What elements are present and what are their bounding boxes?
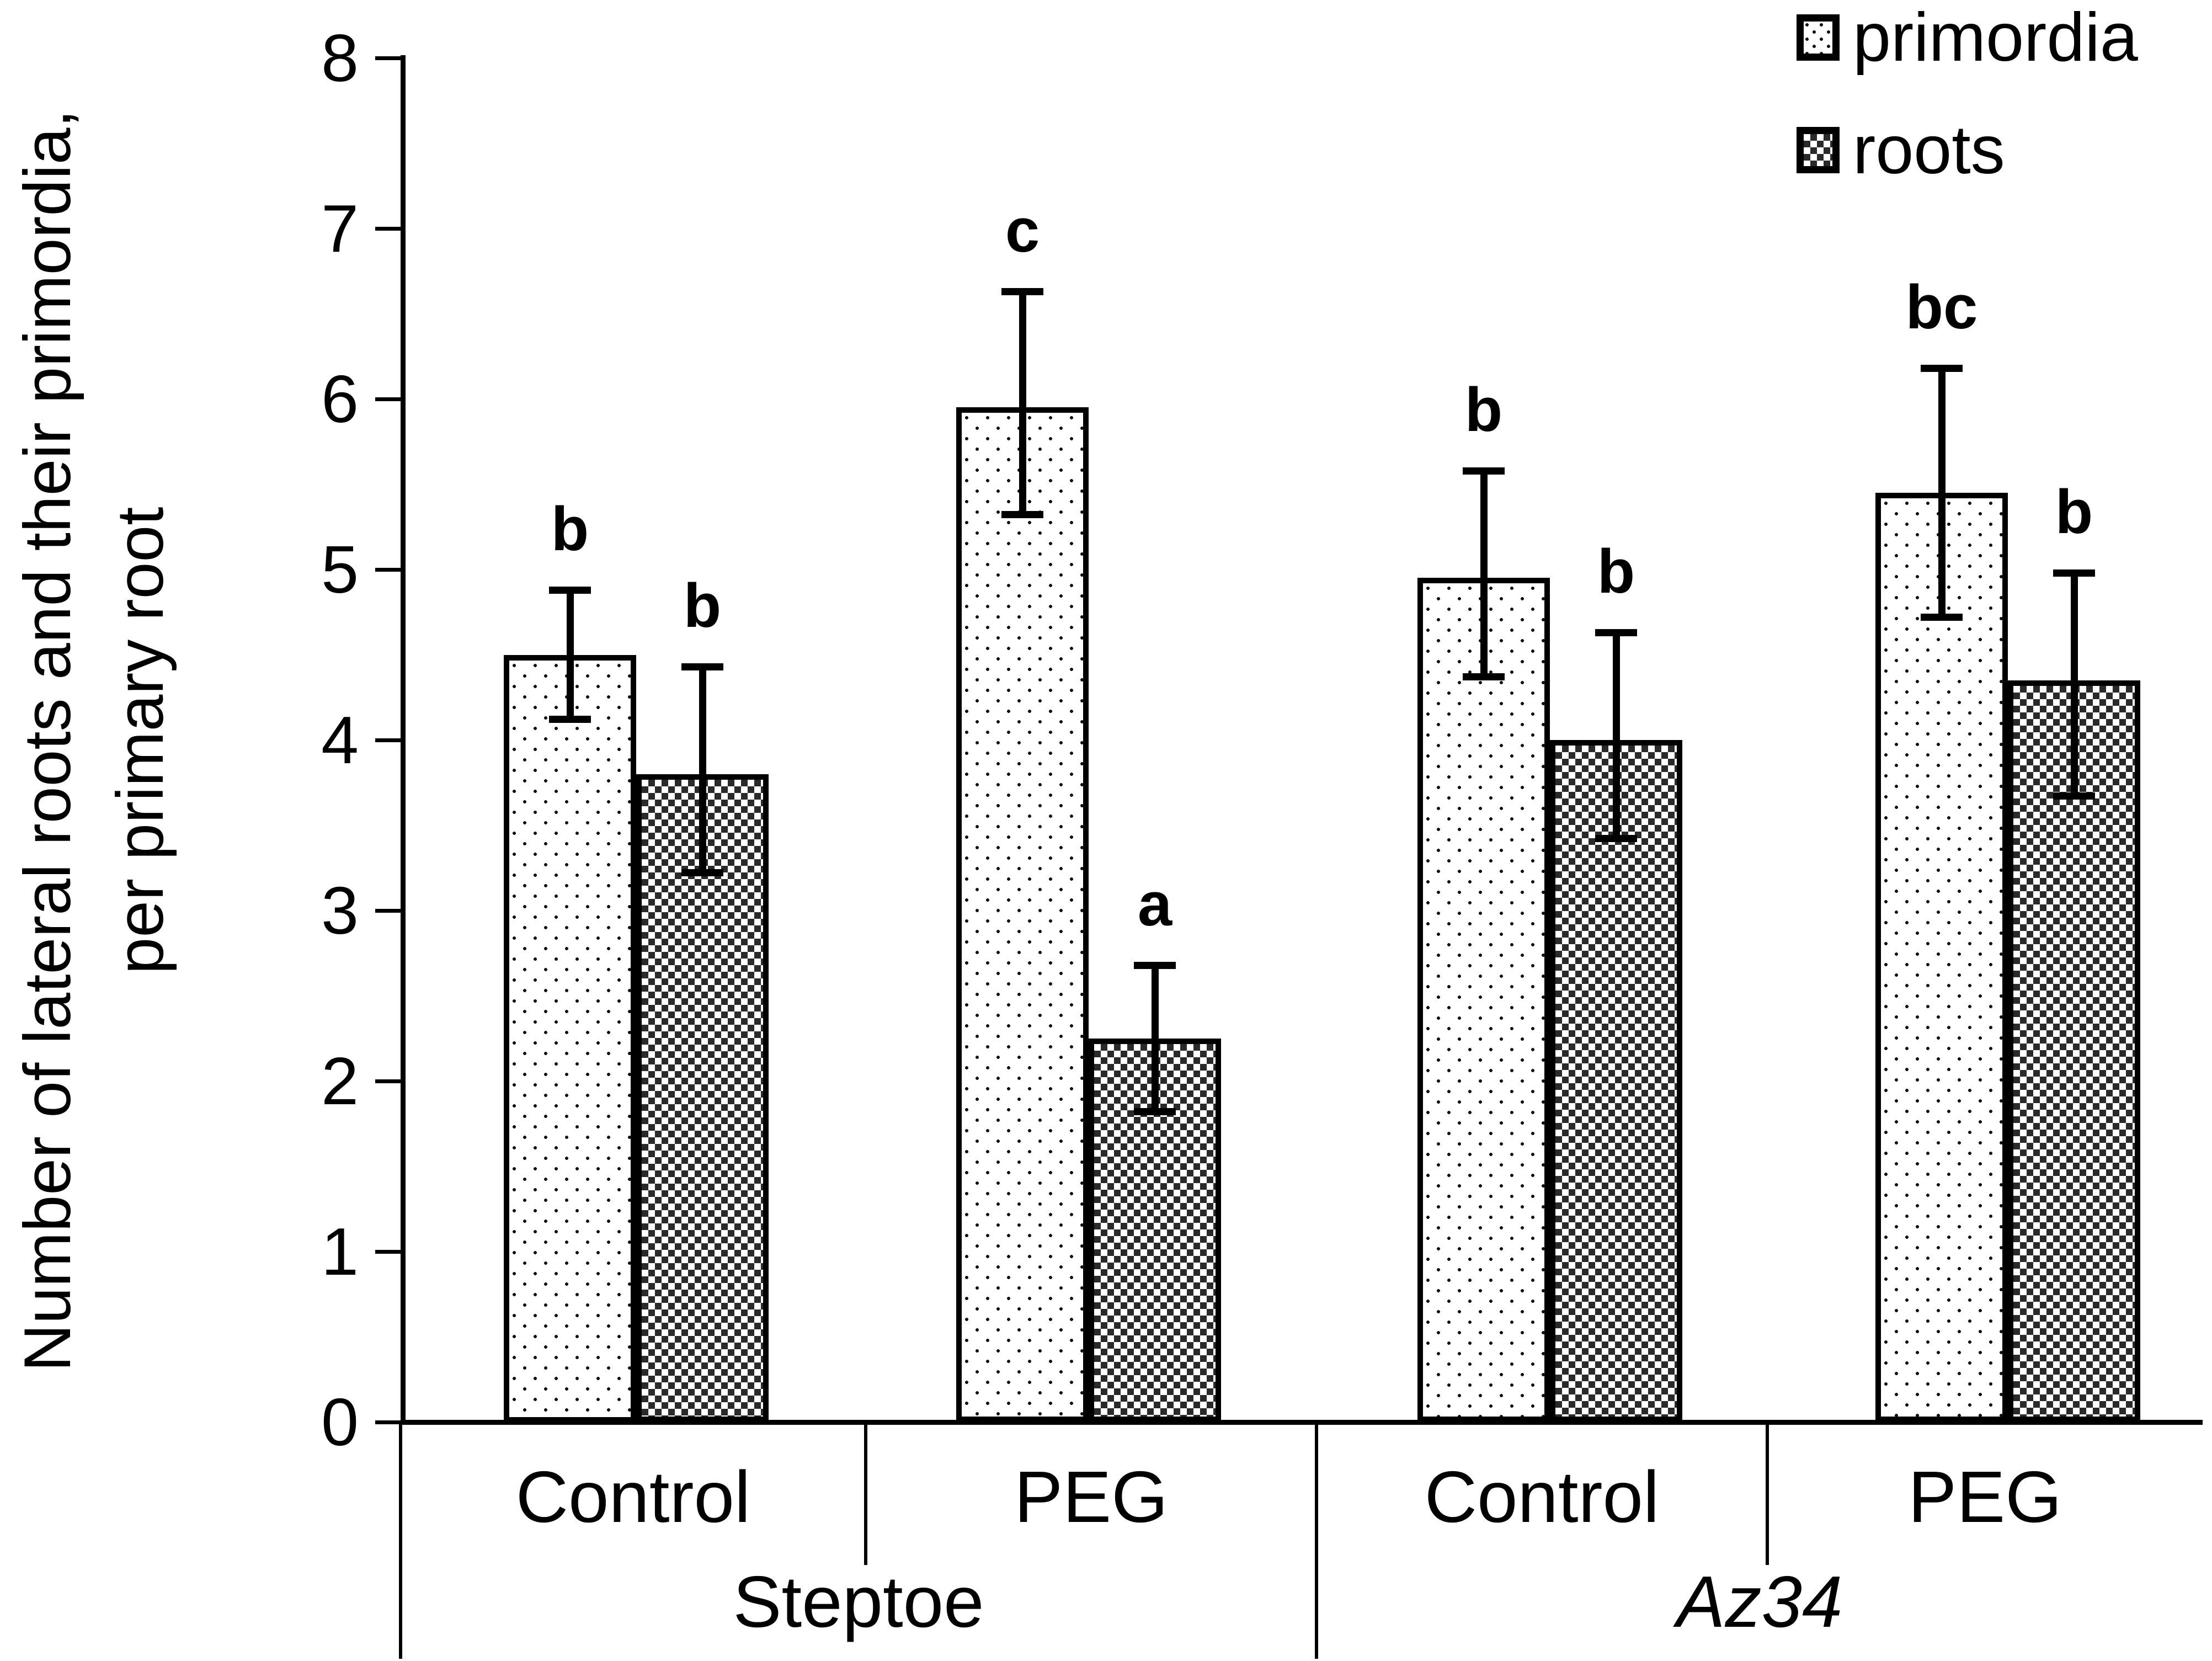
y-tick-5 xyxy=(375,568,401,572)
x-label-cultivar-1: Steptoe xyxy=(733,1561,984,1642)
legend-item-primordia: primordia xyxy=(1797,2,2138,73)
sig-letter-roots-steptoe-peg: a xyxy=(1137,870,1172,939)
x-label-cultivar-2: Az34 xyxy=(1676,1561,1843,1642)
y-tick-1 xyxy=(375,1250,401,1254)
y-axis-title-line2: per primary root xyxy=(103,507,177,975)
x-axis-group-divider-1 xyxy=(399,1422,402,1659)
error-bar-cap-top-primordia-az34-control xyxy=(1463,467,1505,475)
y-tick-4 xyxy=(375,738,401,742)
x-axis-condition-divider-1 xyxy=(864,1422,867,1565)
bar-roots-az34-control xyxy=(1550,740,1682,1422)
x-label-condition-4: PEG xyxy=(1908,1456,2062,1537)
error-bar-cap-bottom-primordia-steptoe-peg xyxy=(1001,511,1043,518)
error-bar-cap-top-primordia-az34-peg xyxy=(1921,365,1963,372)
x-label-condition-3: Control xyxy=(1424,1456,1660,1537)
sig-letter-primordia-steptoe-control: b xyxy=(551,494,589,563)
y-tick-0 xyxy=(375,1420,401,1424)
sig-letter-primordia-az34-control: b xyxy=(1464,375,1503,444)
error-bar-cap-bottom-primordia-steptoe-control xyxy=(549,716,591,723)
error-bar-line-primordia-az34-control xyxy=(1480,467,1488,680)
bar-primordia-az34-control xyxy=(1417,578,1550,1422)
error-bar-cap-top-roots-az34-peg xyxy=(2053,569,2095,577)
legend-label-roots: roots xyxy=(1853,112,2005,188)
y-tick-label-3: 3 xyxy=(321,873,359,948)
bar-roots-steptoe-control xyxy=(636,774,769,1422)
y-tick-label-0: 0 xyxy=(321,1385,359,1460)
y-tick-label-4: 4 xyxy=(321,702,359,778)
sig-letter-roots-az34-peg: b xyxy=(2055,477,2093,546)
error-bar-cap-bottom-roots-steptoe-peg xyxy=(1134,1108,1176,1115)
roots-pattern-swatch-icon xyxy=(1797,127,1840,173)
sig-letter-primordia-az34-peg: bc xyxy=(1905,273,1978,342)
sig-letter-primordia-steptoe-peg: c xyxy=(1005,196,1040,265)
error-bar-cap-top-roots-az34-control xyxy=(1595,629,1637,636)
error-bar-line-primordia-steptoe-control xyxy=(567,587,574,723)
primordia-pattern-swatch-icon xyxy=(1797,14,1840,61)
y-tick-2 xyxy=(375,1079,401,1083)
error-bar-cap-top-roots-steptoe-control xyxy=(681,663,723,670)
x-label-condition-2: PEG xyxy=(1014,1456,1168,1537)
error-bar-cap-bottom-primordia-az34-control xyxy=(1463,673,1505,680)
y-tick-label-7: 7 xyxy=(321,191,359,266)
y-tick-label-1: 1 xyxy=(321,1214,359,1289)
error-bar-line-primordia-az34-peg xyxy=(1938,365,1946,621)
error-bar-cap-top-primordia-steptoe-peg xyxy=(1001,288,1043,295)
bar-primordia-steptoe-control xyxy=(504,655,636,1423)
sig-letter-roots-steptoe-control: b xyxy=(683,571,722,640)
x-label-condition-1: Control xyxy=(515,1456,751,1537)
legend-item-roots: roots xyxy=(1797,114,2138,186)
y-tick-7 xyxy=(375,227,401,231)
legend-label-primordia: primordia xyxy=(1853,0,2138,76)
y-axis-title: Number of lateral roots and their primor… xyxy=(1,73,189,1408)
y-tick-label-8: 8 xyxy=(321,20,359,95)
error-bar-line-roots-az34-peg xyxy=(2071,569,2078,800)
error-bar-line-primordia-steptoe-peg xyxy=(1019,288,1026,518)
y-tick-label-5: 5 xyxy=(321,532,359,607)
bar-roots-az34-peg xyxy=(2008,680,2140,1422)
y-axis-title-line1: Number of lateral roots and their primor… xyxy=(10,109,84,1372)
y-tick-6 xyxy=(375,397,401,401)
y-tick-3 xyxy=(375,909,401,913)
error-bar-cap-bottom-roots-az34-peg xyxy=(2053,792,2095,800)
error-bar-cap-bottom-primordia-az34-peg xyxy=(1921,614,1963,621)
sig-letter-roots-az34-control: b xyxy=(1597,537,1635,606)
bar-primordia-steptoe-peg xyxy=(956,407,1089,1422)
x-axis-condition-divider-2 xyxy=(1766,1422,1769,1565)
legend: primordia roots xyxy=(1797,2,2138,239)
error-bar-cap-top-roots-steptoe-peg xyxy=(1134,962,1176,969)
bar-primordia-az34-peg xyxy=(1875,493,2008,1422)
error-bar-cap-bottom-roots-az34-control xyxy=(1595,835,1637,842)
error-bar-cap-bottom-roots-steptoe-control xyxy=(681,869,723,876)
y-axis-line xyxy=(401,55,406,1422)
error-bar-line-roots-steptoe-peg xyxy=(1152,962,1159,1115)
error-bar-line-roots-steptoe-control xyxy=(699,663,706,876)
y-tick-label-6: 6 xyxy=(321,361,359,436)
x-axis-line xyxy=(401,1420,2203,1425)
x-axis-group-divider-2 xyxy=(1315,1422,1318,1659)
y-tick-8 xyxy=(375,56,401,60)
error-bar-line-roots-az34-control xyxy=(1613,629,1620,842)
y-tick-label-2: 2 xyxy=(321,1044,359,1119)
error-bar-cap-top-primordia-steptoe-control xyxy=(549,587,591,594)
